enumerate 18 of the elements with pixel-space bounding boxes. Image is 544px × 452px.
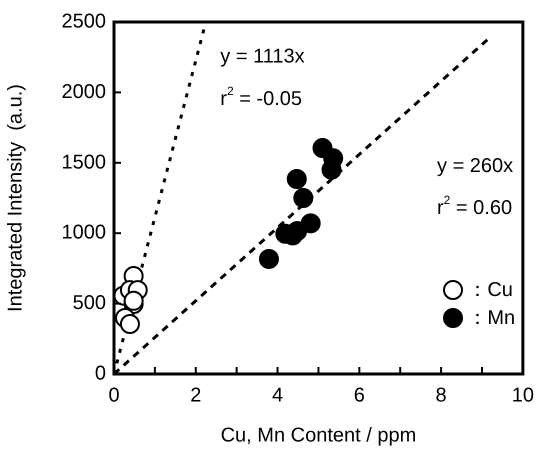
y-tick-label: 1000	[62, 222, 106, 244]
annotation: y = 1113x	[220, 46, 305, 68]
y-tick-label: 1500	[62, 151, 106, 174]
legend-label: ：Mn	[467, 306, 516, 332]
y-tick-label: 2500	[62, 10, 106, 33]
y-tick-label: 2000	[62, 80, 106, 103]
x-tick-label: 10	[512, 384, 534, 407]
x-tick-label: 4	[272, 384, 284, 407]
x-tick-label: 0	[108, 384, 120, 407]
x-tick-label: 8	[436, 384, 447, 407]
y-tick-label: 500	[72, 292, 106, 314]
x-axis-title: Cu, Mn Content / ppm	[220, 424, 416, 447]
y-axis-title: Integrated Intensity (a.u.)	[4, 84, 27, 312]
x-tick-label: 6	[354, 384, 365, 407]
y-tick-label: 0	[94, 362, 106, 385]
legend-label: ：Cu	[467, 278, 513, 304]
x-tick-label: 2	[190, 384, 202, 407]
annotation: y = 260x	[437, 154, 514, 177]
